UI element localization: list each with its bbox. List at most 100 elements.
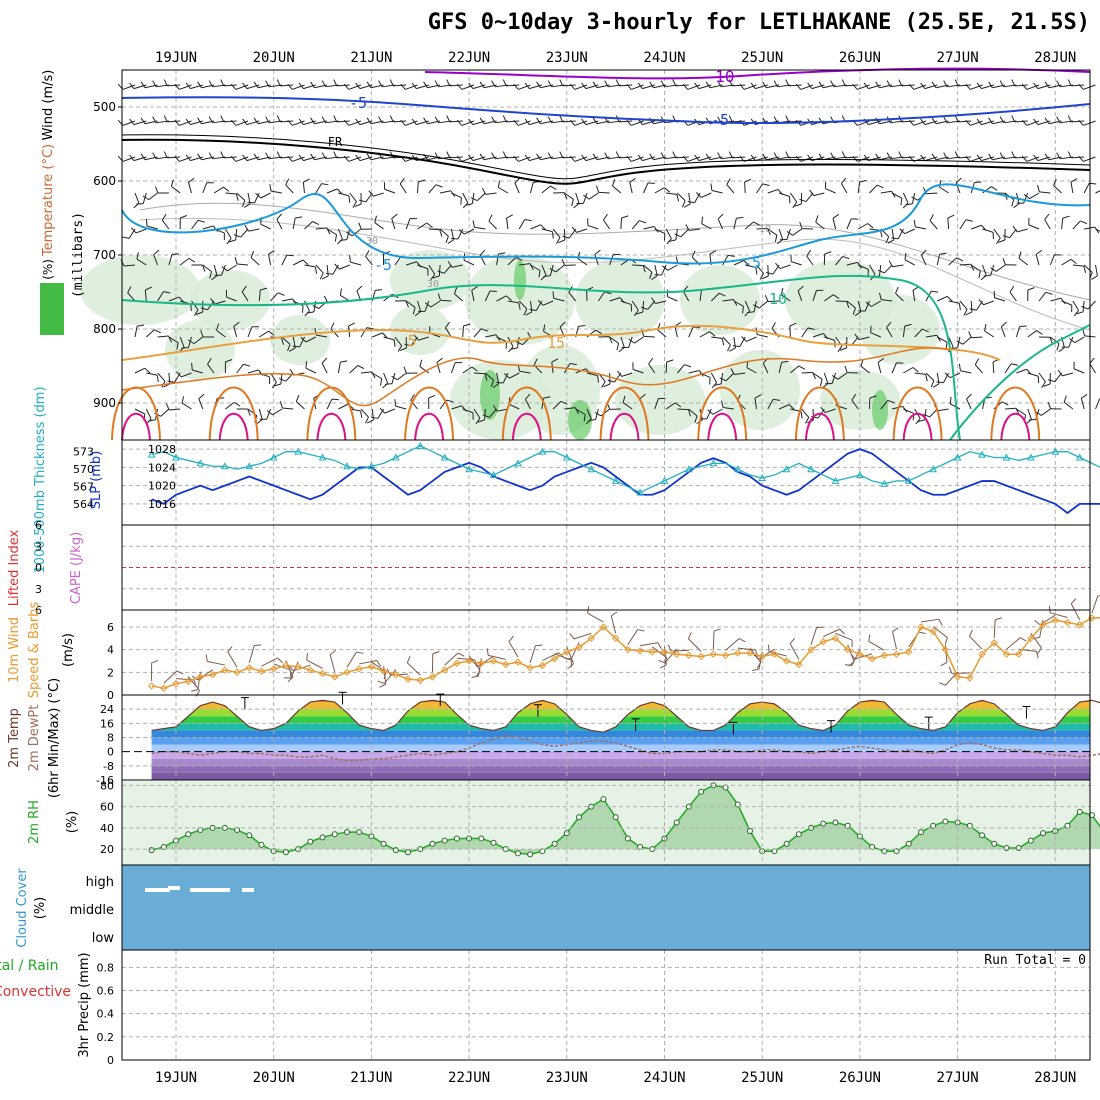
wind-barb — [348, 156, 362, 162]
wind-barb-flag — [879, 292, 882, 300]
wind-barb-flag — [446, 399, 454, 403]
thickness-point — [1027, 453, 1035, 461]
wind-speed-point — [575, 643, 583, 652]
wind-barb-flag — [1033, 118, 1039, 125]
wind-barb-flag — [136, 203, 144, 205]
wind-barb-flag — [241, 285, 247, 292]
rh2m-point — [991, 840, 998, 847]
wind-barb-flag — [908, 119, 915, 126]
wind-barb — [722, 336, 731, 346]
wind-barb — [574, 120, 588, 126]
wind-barb-flag — [773, 152, 778, 160]
wind-barb-flag — [374, 215, 378, 223]
wind-speed-point — [746, 649, 754, 657]
wind-barb — [1050, 297, 1062, 302]
wind-barb-flag — [513, 83, 519, 90]
wind-speed-point — [318, 669, 327, 678]
wind-speed-point — [856, 650, 864, 658]
wind-barb-flag — [931, 290, 939, 293]
wind-barb — [428, 228, 440, 231]
wind-barb-flag — [547, 80, 552, 88]
wind-speed-point — [221, 666, 229, 674]
wind-barb — [223, 84, 237, 87]
wind-speed-point — [941, 645, 950, 654]
wind-barb-flag — [728, 115, 733, 123]
wind-barb-flag — [1036, 651, 1039, 659]
wind-barb — [767, 264, 769, 277]
wind-barb-flag — [538, 270, 541, 278]
wind-barb — [858, 336, 870, 341]
wind-speed-point — [294, 662, 302, 671]
wind-barb-flag — [156, 375, 159, 383]
wind-barb-flag — [1045, 291, 1053, 295]
wind-barb-flag — [325, 272, 333, 275]
wind-barb-flag — [781, 360, 789, 363]
wind-barb — [687, 84, 701, 90]
wind-barb-flag — [343, 119, 350, 126]
wind-barb-flag — [281, 337, 284, 345]
ytick-label: 0.6 — [97, 985, 115, 998]
wind-barb-flag — [543, 396, 551, 399]
wind-barb — [496, 372, 500, 384]
rh2m-point — [832, 819, 839, 826]
wind-barb-flag — [887, 239, 895, 244]
wind-barb — [336, 156, 350, 159]
wind-barb — [268, 254, 272, 266]
wind-barb — [1026, 84, 1040, 90]
wind-barb-flag — [966, 393, 972, 400]
temp-color-band — [151, 751, 1090, 759]
wind-barb-flag — [762, 81, 767, 88]
thickness-point — [758, 473, 767, 481]
rh2m-point — [453, 835, 460, 842]
wind-barb — [213, 186, 224, 194]
wind-barb — [518, 120, 531, 126]
wind-barb — [1061, 218, 1064, 230]
wind-barb — [444, 327, 452, 338]
wind-speed-point — [208, 670, 217, 679]
wind-barb-flag — [457, 652, 465, 657]
wind-barb-flag — [958, 363, 961, 371]
wind-barb-flag — [581, 118, 587, 125]
wind-barb-flag — [649, 81, 654, 88]
rh2m-point — [343, 829, 350, 836]
wind-barb-flag — [365, 250, 370, 257]
wind-barb — [394, 336, 403, 346]
wind-barb-flag — [524, 118, 530, 125]
wind-barb-flag — [799, 198, 807, 203]
wind-barb-flag — [773, 398, 781, 401]
wind-barb-flag — [753, 221, 760, 226]
contour-label: FR — [328, 135, 343, 149]
wind-barb-flag — [887, 399, 895, 404]
wind-barb-flag — [198, 393, 205, 400]
wind-barb — [506, 84, 520, 87]
wind-barb-flag — [733, 299, 738, 306]
wind-barb-flag — [637, 82, 643, 89]
wind-barb — [801, 371, 813, 374]
wind-barb-flag — [891, 191, 896, 198]
wind-barb-flag — [437, 270, 445, 274]
wind-barb-flag — [1063, 395, 1067, 403]
ytick-label: 6 — [35, 519, 42, 532]
precip-total-label: Total / Rain — [0, 958, 59, 974]
wind-barb-flag — [1068, 337, 1076, 344]
contour-label: -10 — [706, 67, 735, 86]
wind-barb-flag — [895, 286, 899, 294]
wind-barb — [562, 84, 576, 87]
wind-barb — [346, 651, 357, 668]
wind-barb-flag — [705, 81, 711, 88]
temp-color-band — [151, 765, 1090, 773]
rh2m-point — [820, 820, 827, 827]
wind-barb-flag — [773, 116, 778, 124]
wind-barb-flag — [145, 218, 148, 227]
wind-barb — [281, 336, 291, 345]
wind-barb-flag — [640, 306, 648, 310]
wind-barb — [687, 156, 701, 162]
wind-barb — [541, 264, 547, 276]
wind-barb-flag — [163, 115, 168, 123]
wind-barb-flag — [254, 644, 262, 646]
wind-barb — [337, 362, 341, 374]
wind-barb-flag — [148, 419, 156, 422]
wind-barb-flag — [524, 82, 530, 89]
wind-barb-flag — [809, 189, 815, 196]
